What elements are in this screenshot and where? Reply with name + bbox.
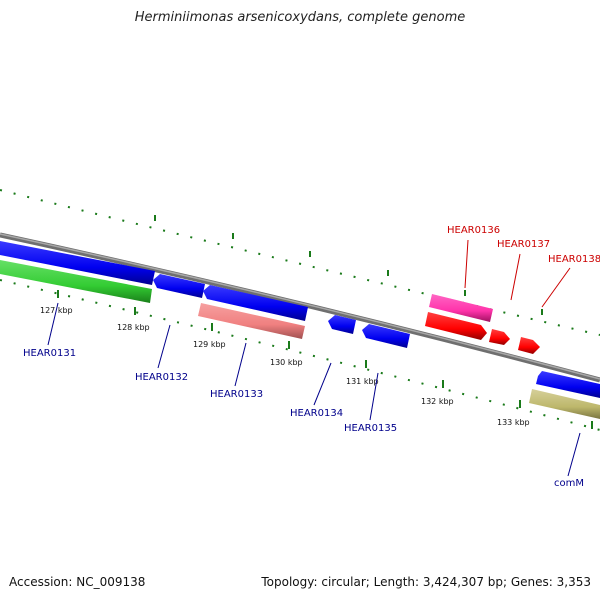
gene-hear0136[interactable] <box>429 294 493 322</box>
map-title: Herminiimonas arsenicoxydans, complete g… <box>134 10 466 25</box>
gene-hear0137[interactable] <box>425 312 487 340</box>
gene-label-hear0132[interactable]: HEAR0132 <box>135 372 188 383</box>
genome-backbone-highlight <box>0 233 600 380</box>
gene-hear0135[interactable] <box>362 324 410 348</box>
forward-strand-genes <box>429 294 493 322</box>
gene-label-hear0134[interactable]: HEAR0134 <box>290 408 343 419</box>
gene-label-hear0135[interactable]: HEAR0135 <box>344 423 397 434</box>
label-leader-lines <box>47 239 581 477</box>
kbp-label: 133 kbp <box>497 418 530 427</box>
accession-label: Accession: NC_009138 <box>9 575 146 589</box>
gene-hear0138b[interactable] <box>518 337 540 354</box>
kbp-label: 130 kbp <box>270 358 303 367</box>
gene-label-hear0138[interactable]: HEAR0138 <box>548 254 600 265</box>
gene-hear0131a[interactable] <box>0 241 155 285</box>
gene-hear0131[interactable] <box>0 260 152 303</box>
leader-hear0134 <box>313 362 332 406</box>
gene-hear0138[interactable] <box>489 329 510 345</box>
leader-hear0132 <box>157 324 171 369</box>
gene-label-hear0131[interactable]: HEAR0131 <box>23 348 76 359</box>
leader-hear0136 <box>464 239 469 289</box>
gene-label-hear0136[interactable]: HEAR0136 <box>447 225 500 236</box>
gene-labels: HEAR0131 HEAR0132 HEAR0133 HEAR0134 HEAR… <box>23 225 600 489</box>
gene-hear0133[interactable] <box>198 303 305 339</box>
outer-major-ticks <box>154 215 543 315</box>
kbp-label: 132 kbp <box>421 397 454 406</box>
gene-hear0132[interactable] <box>153 274 205 298</box>
kbp-label: 129 kbp <box>193 340 226 349</box>
lower-row-genes <box>0 260 600 419</box>
gene-comM-partner[interactable] <box>536 371 600 398</box>
gene-hear0133a[interactable] <box>203 285 308 321</box>
genome-backbone <box>0 232 600 383</box>
gene-comM[interactable] <box>529 389 600 419</box>
kbp-label: 128 kbp <box>117 323 150 332</box>
gene-label-hear0133[interactable]: HEAR0133 <box>210 389 263 400</box>
leader-comM <box>567 432 581 477</box>
inner-major-ticks <box>57 290 593 429</box>
topology-label: Topology: circular; Length: 3,424,307 bp… <box>261 575 591 589</box>
gene-label-hear0137[interactable]: HEAR0137 <box>497 239 550 250</box>
leader-hear0138 <box>541 267 571 308</box>
gene-label-comM[interactable]: comM <box>554 478 584 489</box>
reverse-strand-genes <box>0 241 600 398</box>
leader-hear0133 <box>234 342 247 387</box>
leader-hear0137 <box>510 253 521 301</box>
gene-hear0134[interactable] <box>328 315 356 334</box>
inner-dotted-scale <box>0 279 600 431</box>
leader-hear0135 <box>369 372 379 421</box>
kbp-label: 131 kbp <box>346 377 379 386</box>
outer-dotted-guide <box>0 189 600 336</box>
leader-hear0131 <box>47 302 59 346</box>
